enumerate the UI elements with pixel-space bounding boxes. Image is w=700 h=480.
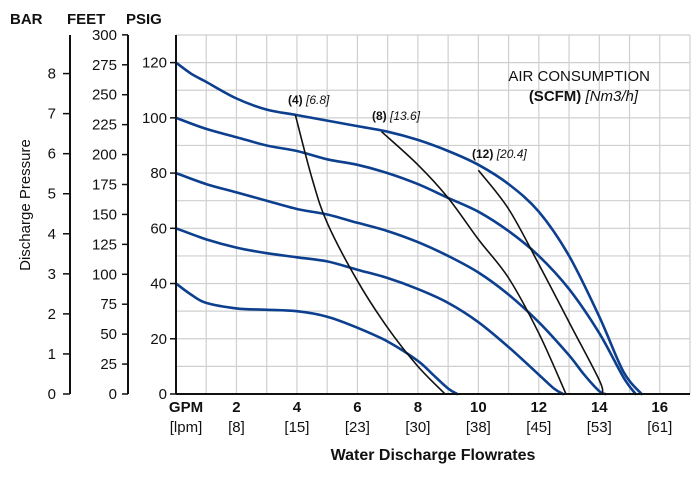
psig-tick-label: 60 bbox=[150, 220, 167, 237]
performance-curve-3 bbox=[174, 171, 607, 396]
legend-subtitle: (SCFM) [Nm3/h] bbox=[529, 88, 639, 105]
feet-axis-title: FEET bbox=[67, 11, 105, 28]
x-tick-label-gpm: 2 bbox=[232, 399, 240, 416]
psig-axis-title: PSIG bbox=[126, 11, 162, 28]
air-consumption-line-2 bbox=[381, 131, 567, 395]
performance-curves bbox=[174, 61, 643, 396]
air-consumption-value-scfm: (12) bbox=[472, 147, 493, 161]
bar-tick-label: 3 bbox=[48, 266, 56, 283]
bar-tick-label: 8 bbox=[48, 66, 56, 83]
x-tick-label-lpm: [53] bbox=[587, 419, 612, 436]
feet-tick-label: 275 bbox=[92, 57, 117, 74]
feet-tick-label: 25 bbox=[100, 356, 117, 373]
x-tick-label-lpm: [23] bbox=[345, 419, 370, 436]
psig-tick-label: 0 bbox=[159, 386, 167, 403]
air-consumption-line-3 bbox=[477, 169, 604, 395]
performance-curve-1 bbox=[174, 282, 459, 396]
tick-labels: 0204060801001200255075100125150175200225… bbox=[48, 27, 673, 436]
feet-tick-label: 200 bbox=[92, 147, 117, 164]
air-consumption-value-metric: [6.8] bbox=[305, 93, 330, 107]
performance-curve-4 bbox=[174, 116, 637, 396]
air-consumption-label-2: (8) [13.6] bbox=[372, 109, 421, 123]
bar-tick-label: 5 bbox=[48, 186, 56, 203]
bar-tick-label: 0 bbox=[48, 386, 56, 403]
feet-tick-label: 125 bbox=[92, 236, 117, 253]
x-tick-label-lpm: [38] bbox=[466, 419, 491, 436]
feet-tick-label: 300 bbox=[92, 27, 117, 44]
performance-curve-2 bbox=[174, 227, 565, 396]
bar-tick-label: 1 bbox=[48, 346, 56, 363]
x-unit-gpm: GPM bbox=[169, 399, 203, 416]
x-tick-label-lpm: [30] bbox=[405, 419, 430, 436]
feet-tick-label: 225 bbox=[92, 117, 117, 134]
feet-tick-label: 0 bbox=[109, 386, 117, 403]
x-tick-label-lpm: [8] bbox=[228, 419, 245, 436]
air-consumption-label-1: (4) [6.8] bbox=[288, 93, 330, 107]
bar-axis-title: BAR bbox=[10, 11, 43, 28]
feet-tick-label: 50 bbox=[100, 326, 117, 343]
air-consumption-lines: (4) [6.8] (8) [13.6] (12) [20.4] bbox=[288, 93, 604, 395]
x-axis-label: Water Discharge Flowrates bbox=[331, 447, 536, 464]
psig-tick-label: 40 bbox=[150, 276, 167, 293]
feet-tick-label: 100 bbox=[92, 266, 117, 283]
air-consumption-line-1 bbox=[294, 114, 446, 395]
feet-tick-label: 175 bbox=[92, 177, 117, 194]
performance-curve-5 bbox=[174, 61, 643, 396]
feet-tick-label: 250 bbox=[92, 87, 117, 104]
x-tick-label-gpm: 10 bbox=[470, 399, 487, 416]
x-tick-label-gpm: 16 bbox=[651, 399, 668, 416]
legend-title: AIR CONSUMPTION bbox=[508, 68, 650, 85]
x-tick-label-lpm: [45] bbox=[526, 419, 551, 436]
psig-tick-label: 100 bbox=[142, 110, 167, 127]
feet-tick-label: 75 bbox=[100, 296, 117, 313]
bar-tick-label: 6 bbox=[48, 146, 56, 163]
x-tick-label-gpm: 4 bbox=[293, 399, 302, 416]
air-consumption-value-scfm: (4) bbox=[288, 93, 303, 107]
x-tick-label-gpm: 8 bbox=[414, 399, 422, 416]
x-tick-label-gpm: 14 bbox=[591, 399, 608, 416]
psig-tick-label: 20 bbox=[150, 331, 167, 348]
x-tick-label-lpm: [61] bbox=[647, 419, 672, 436]
x-tick-label-lpm: [15] bbox=[284, 419, 309, 436]
y-axis-label: Discharge Pressure bbox=[17, 139, 34, 271]
air-consumption-value-scfm: (8) bbox=[372, 109, 387, 123]
x-unit-lpm: [lpm] bbox=[170, 419, 203, 436]
bar-tick-label: 7 bbox=[48, 106, 56, 123]
legend-unit-bold: (SCFM) bbox=[529, 88, 582, 105]
psig-tick-label: 120 bbox=[142, 55, 167, 72]
feet-tick-label: 150 bbox=[92, 206, 117, 223]
x-tick-label-gpm: 12 bbox=[530, 399, 547, 416]
legend-unit-metric: [Nm3/h] bbox=[584, 88, 638, 105]
air-consumption-value-metric: [13.6] bbox=[389, 109, 421, 123]
air-consumption-label-3: (12) [20.4] bbox=[472, 147, 527, 161]
psig-tick-label: 80 bbox=[150, 165, 167, 182]
bar-tick-label: 2 bbox=[48, 306, 56, 323]
air-consumption-value-metric: [20.4] bbox=[496, 147, 528, 161]
bar-tick-label: 4 bbox=[48, 226, 56, 243]
x-tick-label-gpm: 6 bbox=[353, 399, 361, 416]
